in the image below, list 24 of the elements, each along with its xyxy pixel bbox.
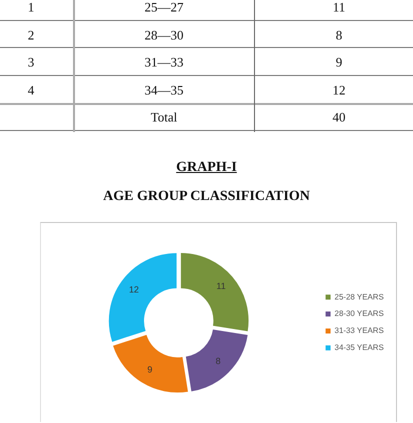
text: 1 <box>28 0 34 14</box>
text: 40 <box>332 110 346 125</box>
text: 28—30 <box>144 27 184 42</box>
data-label: 12 <box>128 284 139 294</box>
text: 8 <box>336 27 342 42</box>
text: 4 <box>28 82 34 98</box>
legend-label: 34-35 YEARS <box>334 343 384 352</box>
data-label: 9 <box>147 364 152 374</box>
chart-title: GRAPH-I <box>176 160 237 175</box>
legend-label: 31-33 YEARS <box>334 326 384 336</box>
text: 9 <box>336 54 342 70</box>
legend-label: 28-30 YEARS <box>334 309 384 318</box>
text: 3 <box>28 54 34 70</box>
text: 12 <box>332 82 346 98</box>
text: 11 <box>332 0 346 14</box>
text: Total <box>150 110 178 125</box>
data-label: 11 <box>216 280 226 291</box>
text: 2 <box>28 27 34 42</box>
text: 25—27 <box>144 0 184 14</box>
data-label: 8 <box>216 356 221 366</box>
legend-label: 25-28 YEARS <box>334 292 384 302</box>
chart-subtitle: AGE GROUP CLASSIFICATION <box>103 189 310 204</box>
text: 31—33 <box>144 54 184 70</box>
text: 34—35 <box>144 82 184 98</box>
